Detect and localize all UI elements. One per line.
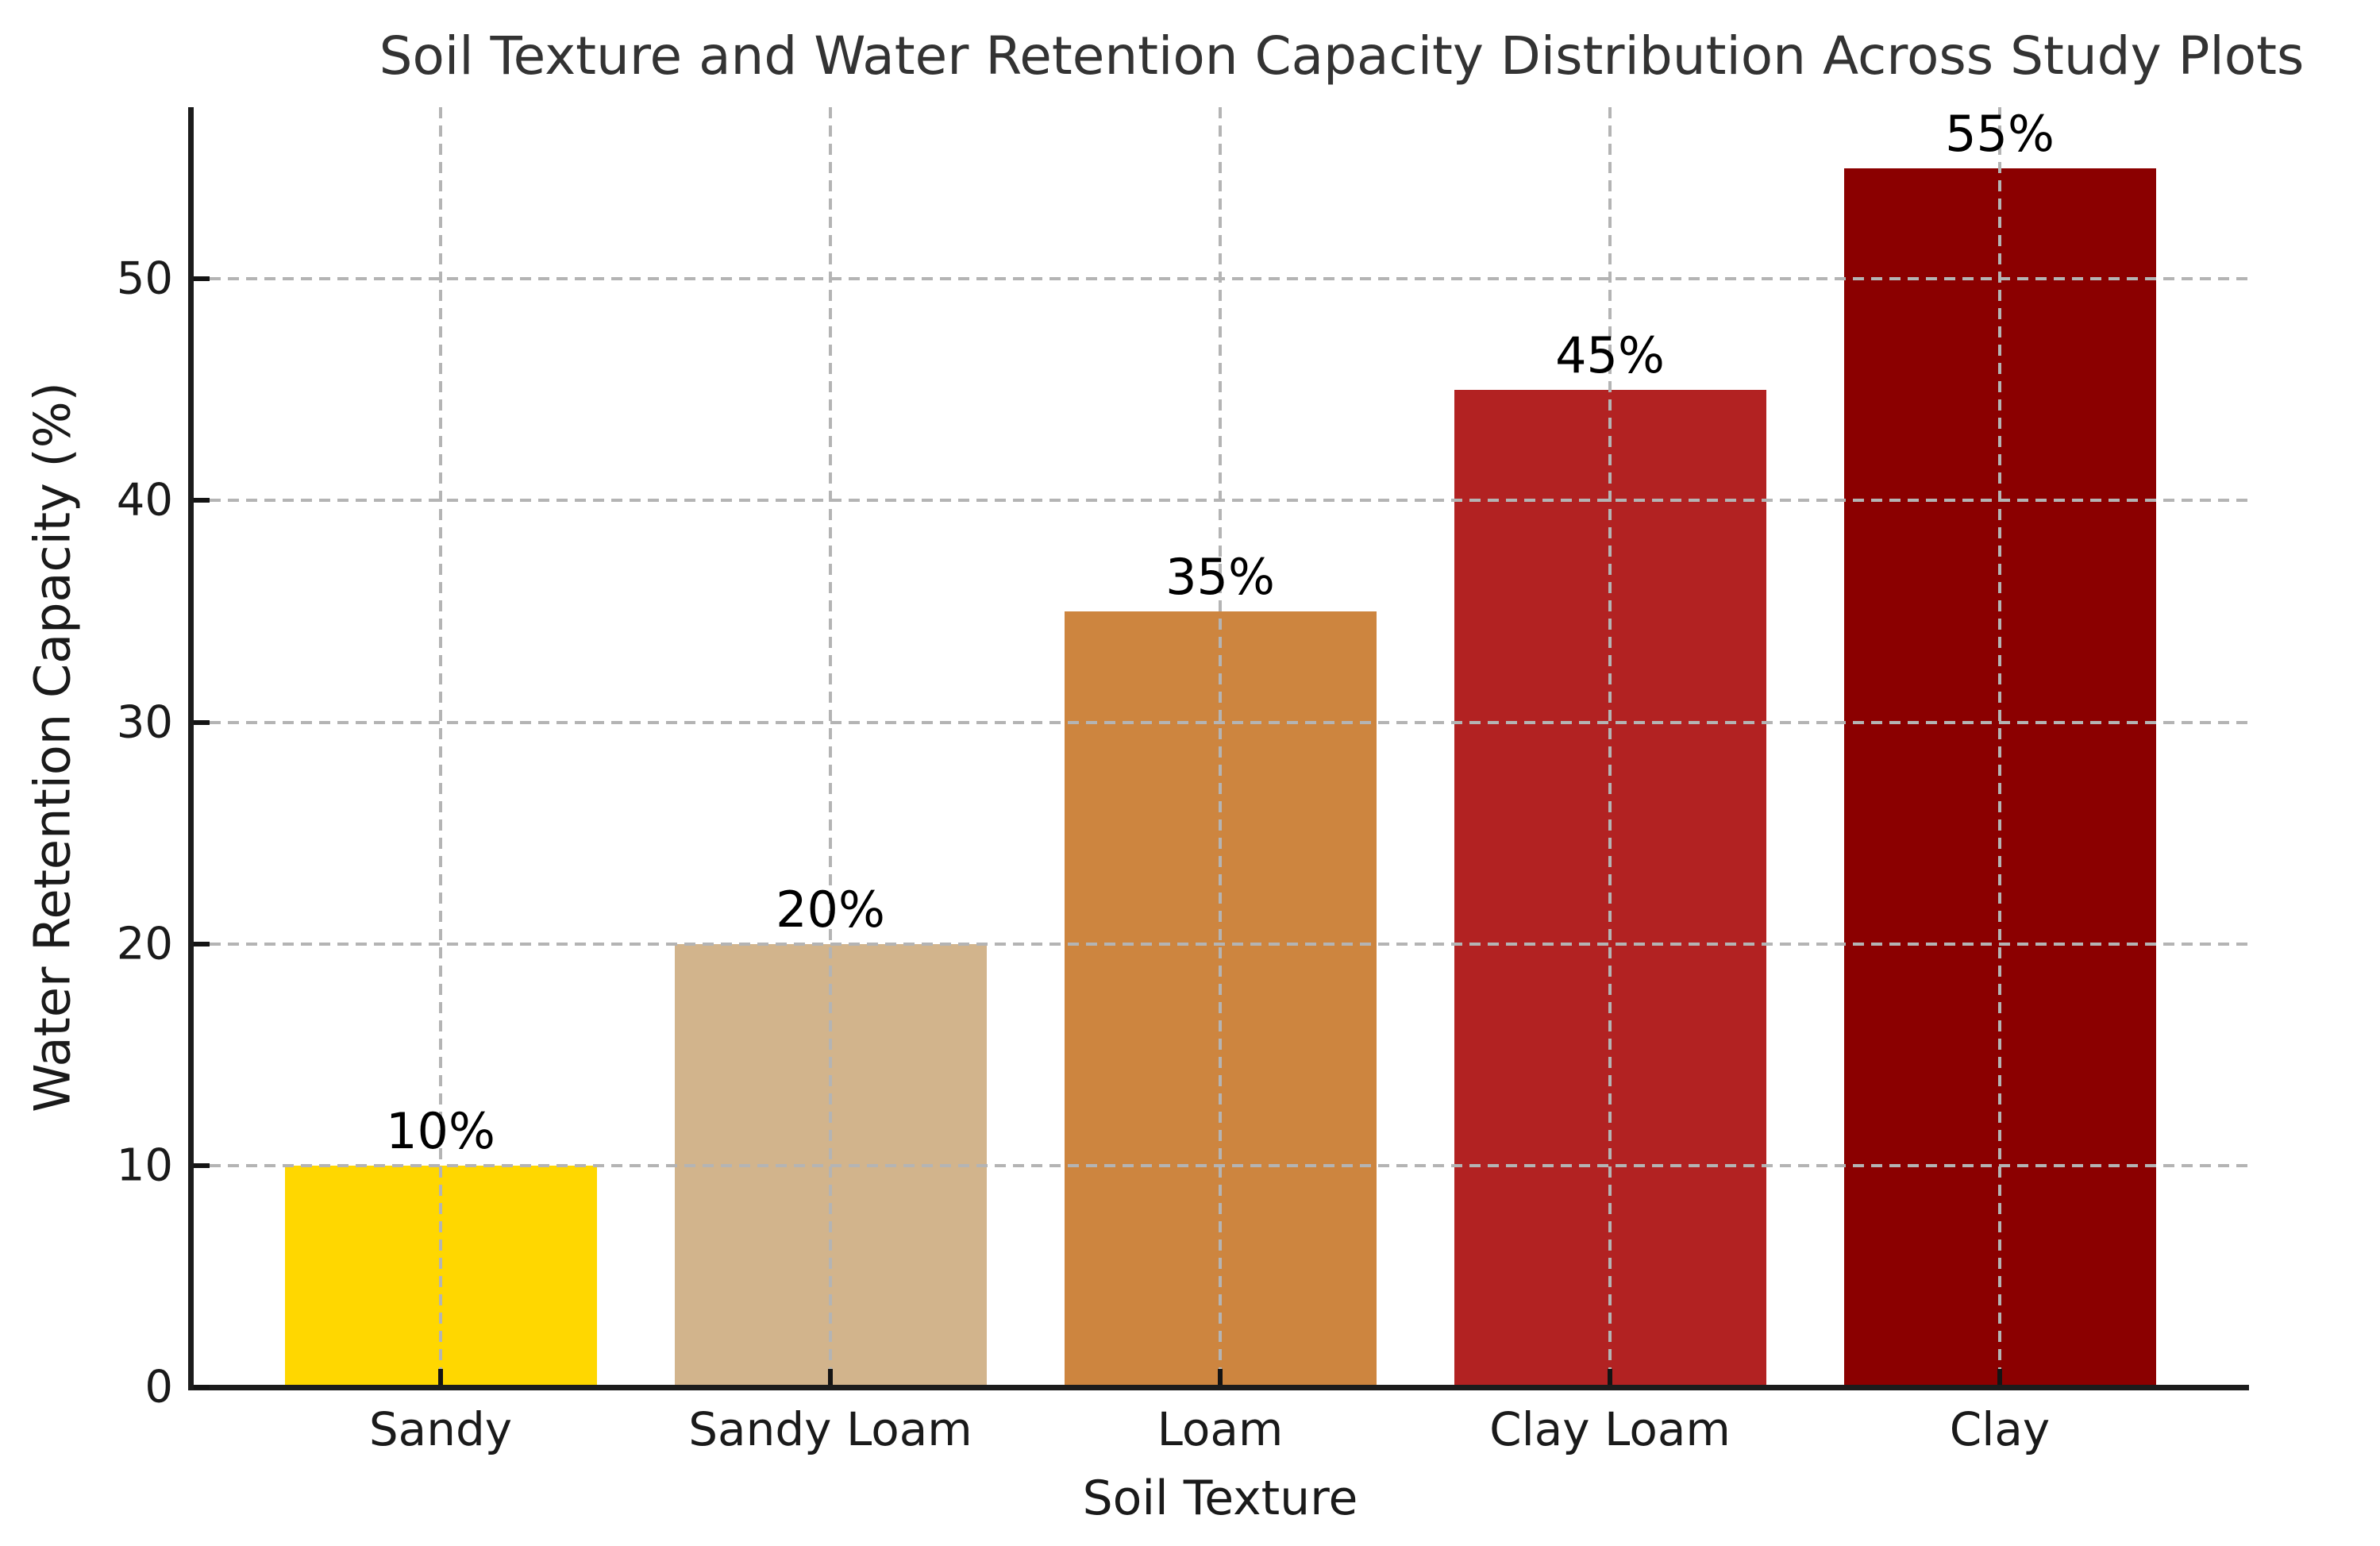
y-tick-label-40: 40 [116,474,173,526]
bar-value-label-loam: 35% [1165,548,1275,606]
y-tick-mark-10 [194,1162,210,1168]
v-gridline-clay [1998,107,2001,1387]
y-tick-label-0: 0 [144,1361,173,1413]
y-tick-label-10: 10 [116,1139,173,1192]
v-gridline-loam [1219,107,1222,1387]
y-tick-mark-40 [194,498,210,503]
x-tick-label-clay-loam: Clay Loam [1489,1402,1731,1456]
y-tick-mark-50 [194,276,210,282]
v-gridline-sandy [439,107,442,1387]
y-axis-spine [188,107,194,1390]
bar-value-label-clay-loam: 45% [1555,326,1665,384]
x-axis-label: Soil Texture [1082,1471,1358,1526]
x-tick-label-sandy-loam: Sandy Loam [688,1402,972,1456]
y-tick-label-20: 20 [116,918,173,970]
x-tick-mark-clay-loam [1608,1369,1612,1385]
y-tick-label-50: 50 [116,253,173,305]
y-tick-mark-30 [194,719,210,725]
x-tick-mark-sandy [438,1369,443,1385]
v-gridline-clay-loam [1608,107,1612,1387]
chart-title: Soil Texture and Water Retention Capacit… [379,25,2305,87]
x-tick-mark-loam [1218,1369,1223,1385]
y-tick-mark-0 [194,1385,210,1390]
x-axis-spine [188,1385,2249,1390]
bar-value-label-clay: 55% [1945,105,2055,163]
bar-value-label-sandy: 10% [386,1102,495,1160]
y-tick-mark-20 [194,941,210,946]
v-gridline-sandy-loam [829,107,832,1387]
x-tick-label-loam: Loam [1157,1402,1284,1456]
y-axis-label: Water Retention Capacity (%) [23,382,82,1112]
x-tick-mark-sandy-loam [828,1369,833,1385]
x-tick-mark-clay [1997,1369,2002,1385]
bar-value-label-sandy-loam: 20% [776,881,885,939]
y-tick-label-30: 30 [116,696,173,749]
x-tick-label-sandy: Sandy [368,1402,513,1456]
x-tick-label-clay: Clay [1949,1402,2051,1456]
